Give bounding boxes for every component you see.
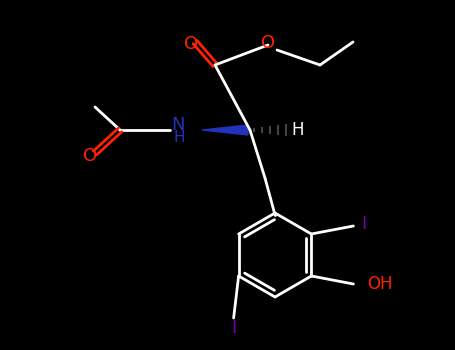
Text: H: H [292, 121, 304, 139]
Text: H: H [173, 130, 185, 145]
Polygon shape [202, 125, 248, 135]
Text: N: N [172, 116, 185, 134]
Text: OH: OH [367, 275, 393, 293]
Text: O: O [184, 35, 198, 53]
Text: I: I [361, 215, 367, 233]
Text: O: O [261, 34, 275, 52]
Text: I: I [231, 319, 236, 337]
Text: O: O [83, 147, 97, 165]
